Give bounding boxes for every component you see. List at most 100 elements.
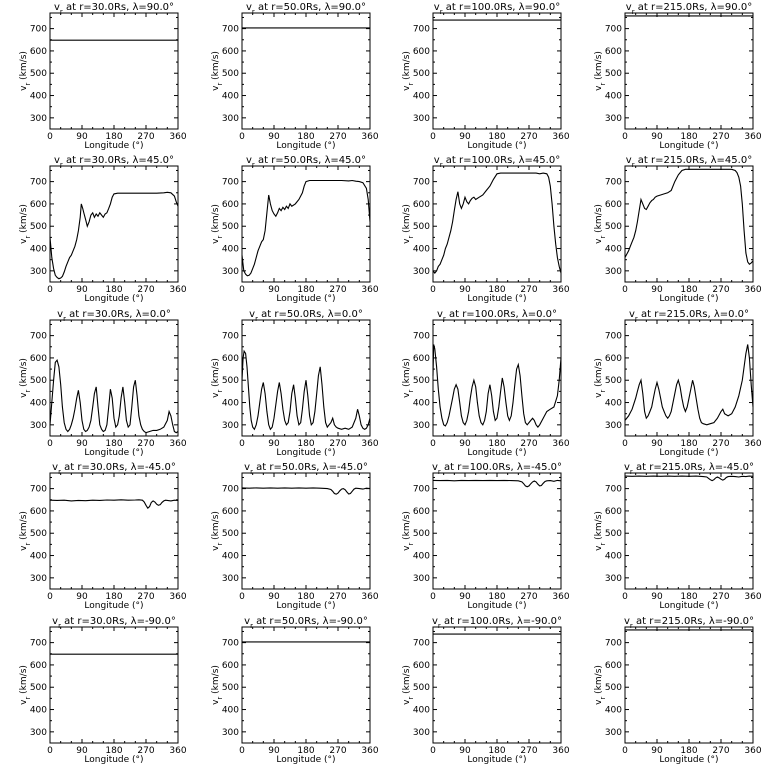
x-tick-label: 360 (361, 285, 378, 295)
y-tick-label: 400 (30, 92, 47, 102)
y-tick-label: 600 (30, 661, 47, 671)
panel-title: vr at r=30.0Rs, λ=0.0° (57, 309, 171, 323)
y-tick-label: 500 (222, 376, 239, 386)
x-tick-label: 270 (712, 439, 729, 449)
panel-11: vr at r=100.0Rs, λ=0.0° 0 90 180 270 360 300 40… (402, 309, 570, 458)
x-tick-label: 360 (552, 285, 569, 295)
x-axis-label: Longitude (°) (467, 294, 526, 304)
panel-14: vr at r=50.0Rs, λ=-45.0° 0 90 180 270 360 300 4… (211, 462, 379, 611)
panel-18: vr at r=50.0Rs, λ=-90.0° 0 90 180 270 360 300 4… (211, 616, 379, 765)
x-tick-label: 0 (239, 285, 245, 295)
y-tick-label: 500 (413, 69, 430, 79)
x-axis-label: Longitude (°) (467, 755, 526, 765)
x-tick-label: 180 (488, 439, 505, 449)
panel-19: vr at r=100.0Rs, λ=-90.0° 0 90 180 270 360 300… (402, 616, 570, 765)
y-tick-label: 500 (413, 529, 430, 539)
y-tick-label: 400 (30, 706, 47, 716)
y-tick-label: 400 (605, 92, 622, 102)
x-axis-label: Longitude (°) (276, 294, 335, 304)
y-tick-label: 300 (222, 728, 239, 738)
y-tick-label: 700 (30, 639, 47, 649)
panel-title: vr at r=30.0Rs, λ=-90.0° (52, 616, 176, 630)
x-tick-label: 270 (520, 132, 537, 142)
x-tick-label: 360 (169, 285, 186, 295)
y-tick-label: 700 (30, 178, 47, 188)
x-axis-label: Longitude (°) (84, 601, 143, 611)
y-tick-label: 300 (605, 574, 622, 584)
x-tick-label: 0 (622, 285, 628, 295)
x-tick-label: 90 (268, 132, 280, 142)
x-tick-label: 90 (459, 285, 471, 295)
x-tick-label: 360 (744, 746, 761, 756)
x-tick-label: 270 (712, 132, 729, 142)
panel-title: vr at r=50.0Rs, λ=45.0° (246, 155, 366, 169)
x-axis-label: Longitude (°) (84, 755, 143, 765)
y-tick-label: 600 (413, 47, 430, 57)
x-tick-label: 180 (105, 439, 122, 449)
panel-6: vr at r=50.0Rs, λ=45.0° 0 90 180 270 360 300 40… (211, 155, 379, 304)
y-tick-label: 600 (605, 507, 622, 517)
panel-8: vr at r=215.0Rs, λ=45.0° 0 90 180 270 360 300 4… (594, 155, 762, 304)
y-tick-label: 400 (222, 92, 239, 102)
y-tick-label: 600 (30, 47, 47, 57)
x-tick-label: 90 (459, 592, 471, 602)
panel-5: vr at r=30.0Rs, λ=45.0° 0 90 180 270 360 300 40… (19, 155, 187, 304)
y-tick-label: 500 (30, 222, 47, 232)
x-tick-label: 270 (137, 132, 154, 142)
panel-title: vr at r=100.0Rs, λ=0.0° (437, 309, 557, 323)
x-tick-label: 0 (47, 285, 53, 295)
x-tick-label: 180 (105, 132, 122, 142)
x-tick-label: 90 (651, 285, 663, 295)
x-tick-label: 270 (329, 746, 346, 756)
y-tick-label: 300 (605, 267, 622, 277)
panel-15: vr at r=100.0Rs, λ=-45.0° 0 90 180 270 360 300… (402, 462, 570, 611)
y-tick-label: 300 (30, 574, 47, 584)
panel-title: vr at r=50.0Rs, λ=-45.0° (244, 462, 368, 476)
series-line (432, 479, 562, 488)
x-axis-label: Longitude (°) (467, 448, 526, 458)
panel-9: vr at r=30.0Rs, λ=0.0° 0 90 180 270 360 300 400… (19, 309, 187, 458)
x-tick-label: 270 (329, 132, 346, 142)
y-tick-label: 700 (222, 178, 239, 188)
y-tick-label: 400 (222, 552, 239, 562)
panel-title: vr at r=100.0Rs, λ=45.0° (434, 155, 560, 169)
x-tick-label: 360 (169, 439, 186, 449)
y-tick-label: 400 (605, 399, 622, 409)
y-tick-label: 700 (605, 639, 622, 649)
panel-title: vr at r=215.0Rs, λ=0.0° (629, 309, 749, 323)
y-tick-label: 500 (605, 222, 622, 232)
y-axis-label: vr (km/s) (211, 511, 224, 551)
x-tick-label: 90 (76, 132, 88, 142)
y-tick-label: 400 (30, 552, 47, 562)
x-tick-label: 0 (430, 592, 436, 602)
plot-frame (241, 12, 371, 130)
y-tick-label: 300 (605, 421, 622, 431)
x-tick-label: 360 (361, 592, 378, 602)
panel-title: vr at r=50.0Rs, λ=-90.0° (244, 616, 368, 630)
x-tick-label: 180 (680, 285, 697, 295)
y-tick-label: 500 (222, 222, 239, 232)
series-line (432, 172, 562, 274)
series-line (49, 359, 179, 434)
y-tick-label: 500 (222, 529, 239, 539)
x-tick-label: 180 (297, 285, 314, 295)
y-tick-label: 300 (30, 114, 47, 124)
panel-13: vr at r=30.0Rs, λ=-45.0° 0 90 180 270 360 300 4… (19, 462, 187, 611)
x-axis-label: Longitude (°) (467, 601, 526, 611)
y-tick-label: 500 (30, 69, 47, 79)
x-tick-label: 0 (622, 439, 628, 449)
y-tick-label: 600 (605, 200, 622, 210)
x-tick-label: 270 (329, 285, 346, 295)
x-tick-label: 270 (137, 285, 154, 295)
y-axis-label: vr (km/s) (594, 511, 607, 551)
y-axis-label: vr (km/s) (19, 511, 32, 551)
y-tick-label: 700 (413, 332, 430, 342)
plot-frame (49, 626, 179, 744)
x-tick-label: 270 (520, 746, 537, 756)
x-tick-label: 360 (552, 592, 569, 602)
y-tick-label: 300 (413, 421, 430, 431)
series-line (49, 191, 179, 280)
x-tick-label: 180 (680, 746, 697, 756)
x-axis-label: Longitude (°) (659, 141, 718, 151)
plot-frame (241, 165, 371, 283)
